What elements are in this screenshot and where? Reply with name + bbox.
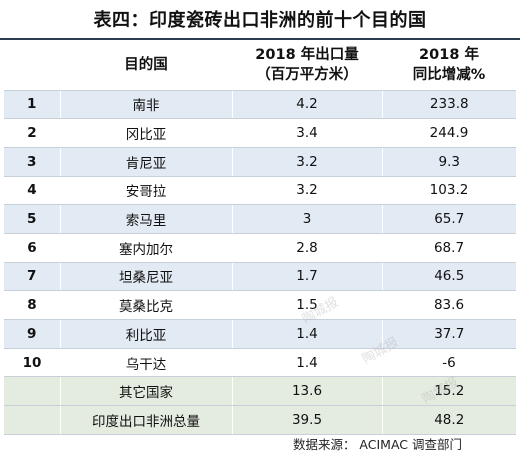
table-row: 3 肯尼亚 3.2 9.3 bbox=[4, 147, 516, 177]
volume-cell: 2.8 bbox=[232, 233, 382, 263]
header-growth-line1: 2018 年 bbox=[419, 46, 479, 63]
growth-cell: 233.8 bbox=[381, 90, 516, 120]
volume-cell: 4.2 bbox=[231, 90, 382, 120]
volume-cell: 3.2 bbox=[231, 147, 382, 177]
table-row: 4 安哥拉 3.2 103.2 bbox=[4, 176, 516, 206]
table-row: 7 坦桑尼亚 1.7 46.5 bbox=[4, 262, 516, 292]
rank-cell: 6 bbox=[4, 233, 60, 263]
growth-cell: 103.2 bbox=[382, 176, 516, 206]
country-cell: 乌干达 bbox=[60, 348, 232, 378]
summary-volume: 13.6 bbox=[231, 376, 382, 407]
volume-cell: 1.4 bbox=[232, 348, 382, 378]
growth-cell: -6 bbox=[382, 348, 516, 378]
table-title: 表四：印度瓷砖出口非洲的前十个目的国 bbox=[93, 10, 427, 31]
volume-cell: 1.4 bbox=[231, 319, 382, 349]
rank-cell-empty bbox=[4, 405, 60, 435]
table-row: 5 索马里 3 65.7 bbox=[4, 204, 516, 234]
growth-cell: 46.5 bbox=[381, 262, 516, 292]
country-cell: 肯尼亚 bbox=[59, 147, 232, 177]
volume-cell: 3 bbox=[231, 204, 382, 234]
table-row: 10 乌干达 1.4 -6 bbox=[4, 348, 516, 378]
table-row: 9 利比亚 1.4 37.7 bbox=[4, 319, 516, 349]
growth-cell: 244.9 bbox=[382, 118, 516, 148]
summary-growth: 15.2 bbox=[381, 376, 516, 407]
header-growth-line2: 同比增减% bbox=[412, 66, 486, 83]
table-row: 2 冈比亚 3.4 244.9 bbox=[4, 118, 516, 148]
header-country: 目的国 bbox=[60, 40, 232, 91]
header-growth: 2018 年 同比增减% bbox=[382, 40, 516, 91]
rank-cell: 10 bbox=[4, 348, 60, 378]
export-table: 目的国 2018 年出口量 （百万平方米） 2018 年 同比增减% 1 南非 … bbox=[4, 40, 516, 435]
table-title-band: 表四：印度瓷砖出口非洲的前十个目的国 bbox=[0, 0, 520, 40]
rank-cell: 9 bbox=[4, 319, 60, 349]
country-cell: 索马里 bbox=[59, 204, 232, 234]
summary-row-total: 印度出口非洲总量 39.5 48.2 bbox=[4, 405, 516, 435]
country-cell: 坦桑尼亚 bbox=[59, 262, 232, 292]
rank-cell: 8 bbox=[4, 290, 60, 320]
rank-cell: 4 bbox=[4, 176, 60, 206]
summary-volume: 39.5 bbox=[231, 405, 382, 435]
header-volume-line1: 2018 年出口量 bbox=[255, 46, 359, 63]
growth-cell: 83.6 bbox=[382, 290, 516, 320]
summary-growth: 48.2 bbox=[381, 405, 516, 435]
source-note: 数据来源： ACIMAC 调查部门 bbox=[292, 437, 462, 452]
country-cell: 南非 bbox=[59, 90, 232, 120]
table-row: 1 南非 4.2 233.8 bbox=[4, 90, 516, 120]
country-cell: 冈比亚 bbox=[60, 118, 232, 148]
volume-cell: 3.4 bbox=[232, 118, 382, 148]
header-volume: 2018 年出口量 （百万平方米） bbox=[232, 40, 382, 91]
volume-cell: 1.5 bbox=[232, 290, 382, 320]
volume-cell: 1.7 bbox=[231, 262, 382, 292]
rank-cell: 7 bbox=[4, 262, 60, 292]
country-cell: 塞内加尔 bbox=[60, 233, 232, 263]
growth-cell: 68.7 bbox=[382, 233, 516, 263]
table-row: 8 莫桑比克 1.5 83.6 bbox=[4, 290, 516, 320]
header-volume-line2: （百万平方米） bbox=[256, 66, 358, 83]
rank-cell: 1 bbox=[4, 90, 60, 120]
growth-cell: 37.7 bbox=[381, 319, 516, 349]
table-header-row: 目的国 2018 年出口量 （百万平方米） 2018 年 同比增减% bbox=[4, 40, 516, 91]
rank-cell: 5 bbox=[4, 204, 60, 234]
rank-cell-empty bbox=[4, 376, 60, 407]
summary-label: 其它国家 bbox=[59, 376, 232, 407]
country-cell: 安哥拉 bbox=[60, 176, 232, 206]
summary-label: 印度出口非洲总量 bbox=[59, 405, 232, 435]
rank-cell: 2 bbox=[4, 118, 60, 148]
growth-cell: 65.7 bbox=[381, 204, 516, 234]
header-rank bbox=[4, 40, 60, 91]
country-cell: 利比亚 bbox=[59, 319, 232, 349]
volume-cell: 3.2 bbox=[232, 176, 382, 206]
country-cell: 莫桑比克 bbox=[60, 290, 232, 320]
rank-cell: 3 bbox=[4, 147, 60, 177]
growth-cell: 9.3 bbox=[381, 147, 516, 177]
table-row: 6 塞内加尔 2.8 68.7 bbox=[4, 233, 516, 263]
summary-row-other: 其它国家 13.6 15.2 bbox=[4, 376, 516, 407]
